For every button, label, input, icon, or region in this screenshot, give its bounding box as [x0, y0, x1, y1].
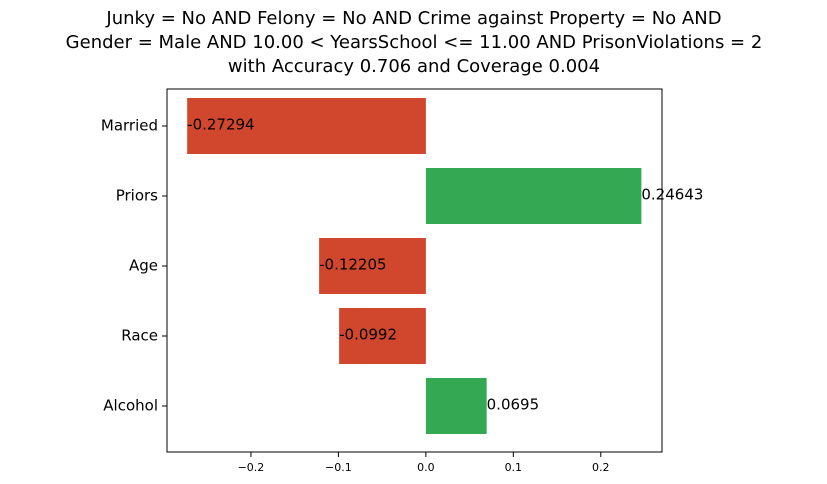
bar-married — [187, 98, 426, 154]
bars — [187, 98, 642, 434]
ytick-label-race: Race — [121, 327, 158, 345]
title-line-1: Junky = No AND Felony = No AND Crime aga… — [105, 8, 721, 29]
x-axis: −0.2 −0.1 0.0 0.1 0.2 — [238, 452, 610, 474]
data-label-alcohol: 0.0695 — [487, 396, 540, 414]
bar-age — [319, 238, 426, 294]
data-label-age: -0.12205 — [319, 256, 386, 274]
xtick-label-1: −0.1 — [325, 461, 352, 474]
data-label-married: -0.27294 — [187, 116, 254, 134]
data-label-race: -0.0992 — [339, 326, 397, 344]
title-line-3: with Accuracy 0.706 and Coverage 0.004 — [228, 56, 600, 77]
xtick-label-3: 0.1 — [505, 461, 523, 474]
bar-race — [339, 308, 426, 364]
ytick-label-married: Married — [101, 117, 158, 135]
title-line-2: Gender = Male AND 10.00 < YearsSchool <=… — [66, 32, 763, 53]
plot-area — [166, 88, 663, 453]
xtick-label-2: 0.0 — [417, 461, 435, 474]
xtick-label-4: 0.2 — [592, 461, 610, 474]
data-label-priors: 0.24643 — [641, 186, 703, 204]
ytick-label-priors: Priors — [116, 187, 158, 205]
y-axis: Married Priors Age Race Alcohol — [101, 117, 167, 415]
chart-title: Junky = No AND Felony = No AND Crime aga… — [66, 8, 763, 77]
bar-alcohol — [425, 378, 487, 434]
bar-priors — [425, 168, 642, 224]
data-labels: -0.27294 0.24643 -0.12205 -0.0992 0.0695 — [187, 116, 703, 414]
ytick-label-age: Age — [129, 257, 158, 275]
ytick-label-alcohol: Alcohol — [103, 397, 158, 415]
xtick-label-0: −0.2 — [238, 461, 265, 474]
